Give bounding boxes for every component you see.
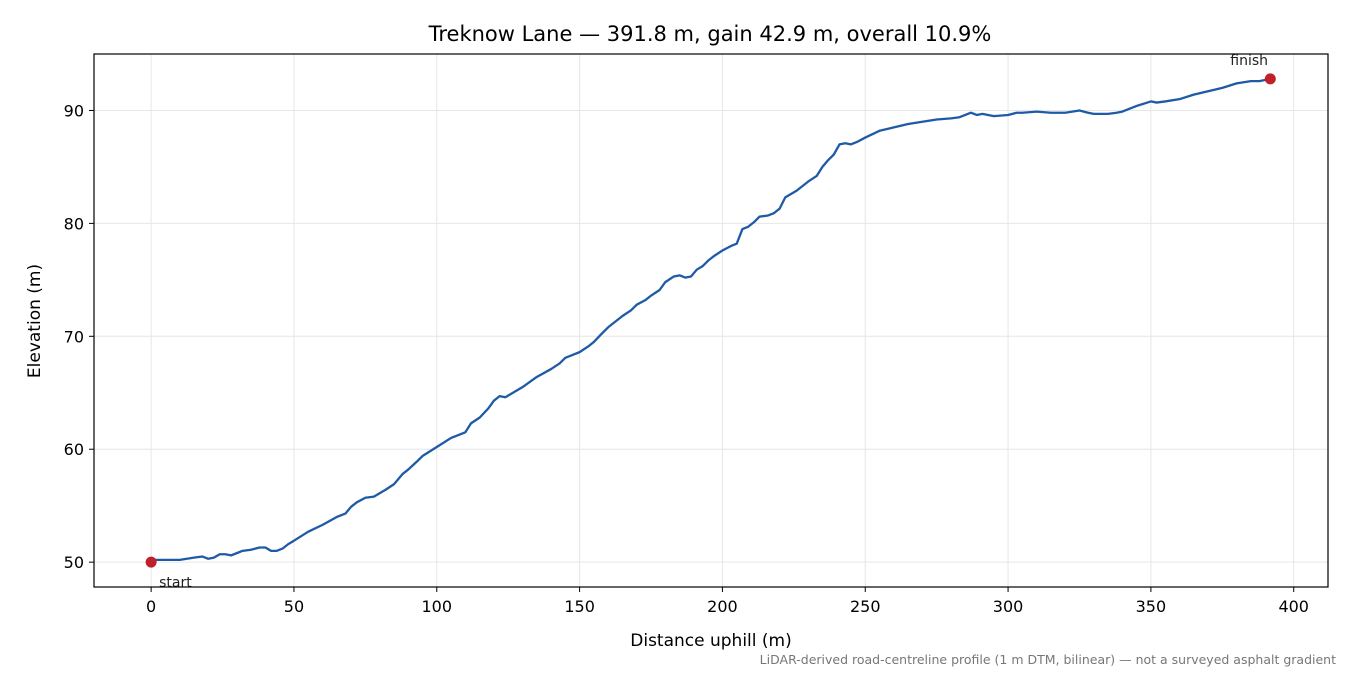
x-tick-label: 100 (422, 597, 453, 616)
start-label: start (159, 575, 192, 591)
x-tick-label: 250 (850, 597, 881, 616)
y-tick-label: 90 (64, 101, 84, 120)
axis-ticks: 0 50 100 150 200 250 300 350 400 50 60 70 80 90 (64, 101, 1309, 616)
x-tick-label: 400 (1278, 597, 1309, 616)
chart-title: Treknow Lane — 391.8 m, gain 42.9 m, ove… (428, 22, 992, 46)
plot-frame (93, 53, 1329, 588)
marker-layer: start finish (145, 53, 1276, 591)
grid-lines (94, 54, 1328, 587)
x-tick-label: 350 (1136, 597, 1167, 616)
y-tick-label: 50 (64, 553, 84, 572)
elevation-line (149, 77, 1272, 562)
x-tick-label: 300 (993, 597, 1024, 616)
x-tick-label: 50 (284, 597, 304, 616)
series-layer (149, 77, 1272, 562)
y-tick-label: 60 (64, 440, 84, 459)
start-marker (145, 556, 157, 568)
finish-label: finish (1230, 53, 1268, 69)
x-tick-label: 150 (564, 597, 595, 616)
finish-marker (1264, 73, 1276, 85)
y-axis-label: Elevation (m) (25, 264, 45, 378)
x-tick-label: 200 (707, 597, 738, 616)
x-tick-label: 0 (146, 597, 156, 616)
footnote: LiDAR-derived road-centreline profile (1… (760, 652, 1336, 667)
x-axis-label: Distance uphill (m) (630, 631, 791, 651)
y-tick-label: 80 (64, 214, 84, 233)
y-tick-label: 70 (64, 327, 84, 346)
